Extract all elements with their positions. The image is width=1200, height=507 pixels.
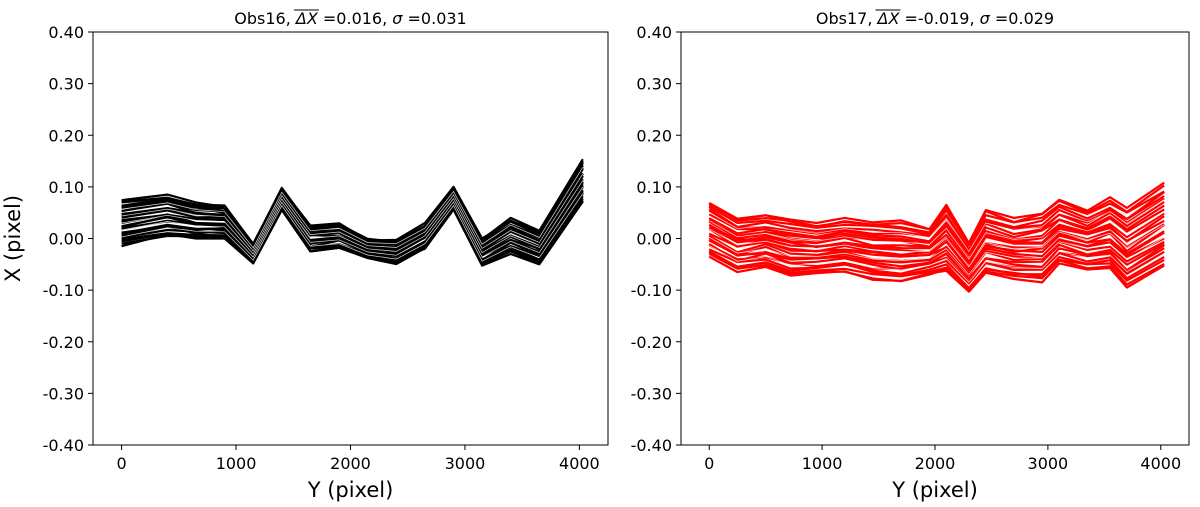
y-tick-label: 0.00 (636, 230, 672, 249)
left-y-ticks: -0.40 -0.30 -0.20 -0.10 0.00 0.10 0.20 0.30 0.40 (43, 23, 93, 455)
right-series-lines (708, 181, 1165, 293)
y-tick-label: -0.20 (43, 333, 84, 352)
y-tick-label: -0.30 (43, 384, 84, 403)
series-line (121, 197, 584, 266)
y-tick-label: 0.30 (636, 75, 672, 94)
left-y-axis-label: X (pixel) (1, 195, 25, 282)
right-x-ticks: 0 1000 2000 3000 4000 (704, 445, 1181, 473)
right-y-ticks: -0.40 -0.30 -0.20 -0.10 0.00 0.10 0.20 0.30 0.40 (631, 23, 681, 455)
x-tick-label: 0 (704, 454, 714, 473)
series-line (708, 219, 1165, 265)
y-tick-label: 0.20 (636, 126, 672, 145)
series-gap-line (121, 193, 584, 262)
right-x-axis-label: Y (pixel) (891, 478, 978, 502)
x-tick-label: 2000 (330, 454, 371, 473)
right-chart-title: Obs17, ΔX =-0.019, σ =0.029 (816, 9, 1054, 28)
y-tick-label: -0.40 (631, 436, 672, 455)
y-tick-label: 0.10 (636, 178, 672, 197)
series-line (708, 184, 1165, 245)
series-line (708, 255, 1165, 293)
series-line (121, 190, 584, 262)
series-gap-line (709, 245, 1165, 283)
x-tick-label: 1000 (216, 454, 257, 473)
series-line (708, 181, 1165, 245)
x-tick-label: 1000 (802, 454, 843, 473)
series-gap-line (709, 211, 1165, 260)
series-gap-line (709, 236, 1165, 276)
series-gap-line (121, 180, 584, 255)
y-tick-label: 0.00 (48, 230, 84, 249)
y-tick-label: 0.30 (48, 75, 84, 94)
y-tick-label: -0.20 (631, 333, 672, 352)
series-line (121, 158, 584, 245)
y-tick-label: 0.10 (48, 178, 84, 197)
x-tick-label: 4000 (559, 454, 600, 473)
x-tick-label: 0 (117, 454, 127, 473)
x-tick-label: 3000 (1028, 454, 1069, 473)
y-tick-label: 0.40 (636, 23, 672, 42)
right-panel: -0.40 -0.30 -0.20 -0.10 0.00 0.10 0.20 0.30 0.40… (631, 9, 1190, 502)
series-line (708, 250, 1165, 290)
y-tick-label: -0.10 (43, 281, 84, 300)
y-tick-label: -0.10 (631, 281, 672, 300)
series-line (708, 201, 1165, 255)
series-gap-line (121, 173, 584, 252)
x-tick-label: 4000 (1140, 454, 1181, 473)
series-line (708, 204, 1165, 257)
left-series-lines (121, 158, 584, 267)
y-tick-label: -0.40 (43, 436, 84, 455)
left-chart-title: Obs16, ΔX =0.016, σ =0.031 (234, 9, 466, 28)
series-gap-line (709, 224, 1165, 268)
series-line (708, 238, 1165, 276)
y-tick-label: -0.30 (631, 384, 672, 403)
y-tick-label: 0.40 (48, 23, 84, 42)
y-tick-label: 0.20 (48, 126, 84, 145)
x-tick-label: 3000 (445, 454, 486, 473)
series-gap-line (709, 199, 1165, 253)
left-x-ticks: 0 1000 2000 3000 4000 (117, 445, 600, 473)
x-tick-label: 2000 (915, 454, 956, 473)
series-line (708, 197, 1165, 252)
series-gap-line (121, 186, 584, 258)
series-gap-line (121, 167, 584, 249)
left-panel: -0.40 -0.30 -0.20 -0.10 0.00 0.10 0.20 0.30 0.40… (1, 9, 609, 502)
series-line (708, 248, 1165, 285)
series-line (708, 191, 1165, 251)
left-x-axis-label: Y (pixel) (307, 478, 394, 502)
series-line (708, 231, 1165, 275)
